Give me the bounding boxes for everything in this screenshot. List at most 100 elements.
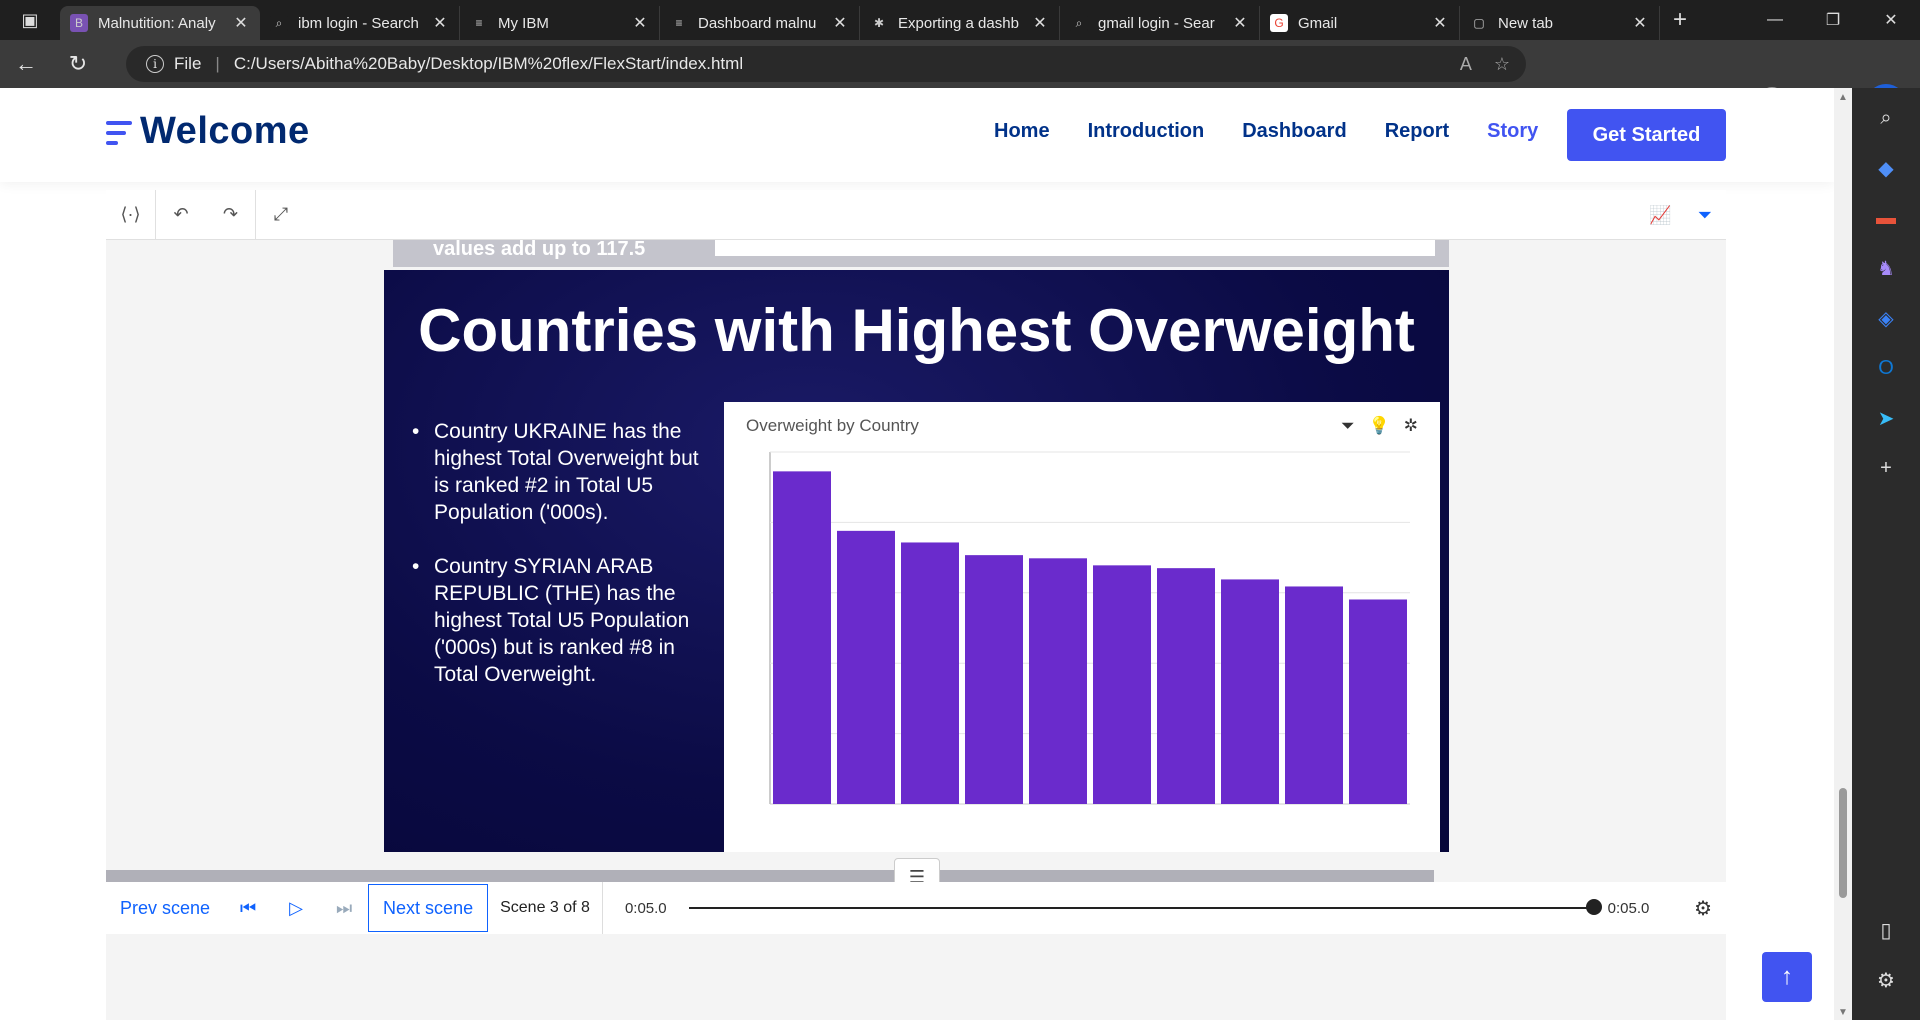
- tab-strip: B Malnutition: Analy ✕ ⌕ ibm login - Search ✕…: [60, 0, 1660, 40]
- page-scrollbar[interactable]: ▲ ▼: [1834, 88, 1852, 1020]
- tab-actions-icon[interactable]: ▣: [21, 9, 39, 30]
- refresh-icon[interactable]: ↻: [68, 51, 88, 76]
- player-settings-icon[interactable]: ⚙: [1694, 898, 1712, 920]
- chart-bar[interactable]: [1285, 586, 1343, 804]
- tab-title: gmail login - Sear: [1098, 14, 1215, 32]
- undo-icon[interactable]: ↶: [173, 204, 189, 224]
- tools-briefcase-icon[interactable]: ▬: [1876, 206, 1896, 229]
- add-sidebar-app-icon[interactable]: +: [1880, 456, 1892, 479]
- info-icon[interactable]: i: [146, 55, 164, 73]
- chart-insight-bulb-icon[interactable]: 💡: [1368, 416, 1390, 435]
- scene-slide: Countries with Highest Overweight Countr…: [384, 270, 1449, 852]
- search-icon[interactable]: ⌕: [1880, 106, 1892, 129]
- new-tab-button[interactable]: +: [1672, 6, 1687, 33]
- sidebar-layout-icon[interactable]: ▯: [1880, 919, 1892, 942]
- tab-close-icon[interactable]: ✕: [833, 15, 847, 32]
- skip-back-icon[interactable]: ⏮: [239, 897, 257, 918]
- tab-close-icon[interactable]: ✕: [1033, 15, 1047, 32]
- previous-scene-text: values add up to 117.5: [433, 240, 646, 260]
- chart-bar[interactable]: [837, 530, 895, 804]
- scroll-thumb[interactable]: [1839, 788, 1847, 898]
- insights-icon[interactable]: 📈: [1649, 204, 1672, 225]
- nav-dashboard[interactable]: Dashboard: [1242, 120, 1347, 142]
- address-url: C:/Users/Abitha%20Baby/Desktop/IBM%20fle…: [233, 54, 744, 73]
- send-icon[interactable]: ➤: [1877, 407, 1895, 430]
- story-toolbar: ⟨·⟩ ↶ ↷ ⤢ 📈 ⏷: [106, 189, 1726, 240]
- nav-home[interactable]: Home: [994, 120, 1050, 142]
- chart-filter-icon[interactable]: ⏷: [1340, 416, 1355, 435]
- filter-icon[interactable]: ⏷: [1697, 204, 1712, 225]
- chart-bar[interactable]: [1157, 568, 1215, 804]
- scene-canvas: values add up to 117.5 Countries with Hi…: [106, 240, 1726, 870]
- tab-close-icon[interactable]: ✕: [433, 15, 447, 32]
- browser-tab[interactable]: ✱ Exporting a dashb ✕: [860, 6, 1060, 40]
- back-arrow-icon[interactable]: ←: [15, 51, 37, 76]
- chart-title: Overweight by Country: [746, 416, 919, 435]
- chart-bar[interactable]: [1029, 558, 1087, 804]
- fullscreen-icon[interactable]: ⤢: [273, 204, 289, 224]
- tab-close-icon[interactable]: ✕: [1433, 15, 1447, 32]
- tab-close-icon[interactable]: ✕: [1233, 15, 1247, 32]
- tab-title: Dashboard malnu: [698, 14, 817, 32]
- scroll-down-icon[interactable]: ▼: [1838, 1007, 1848, 1018]
- scene-counter: Scene 3 of 8: [488, 882, 603, 934]
- tab-favicon-icon: ≡: [470, 14, 488, 32]
- copilot-icon[interactable]: ◈: [1878, 307, 1894, 330]
- browser-tab[interactable]: G Gmail ✕: [1260, 6, 1460, 40]
- back-to-top-button[interactable]: ↑: [1762, 952, 1812, 1002]
- chart-settings-icon[interactable]: ✲: [1403, 416, 1418, 435]
- close-window-icon[interactable]: ✕: [1884, 12, 1898, 29]
- minimize-icon[interactable]: —: [1767, 11, 1783, 28]
- bullet-item: Country SYRIAN ARAB REPUBLIC (THE) has t…: [412, 553, 712, 688]
- chart-bar[interactable]: [901, 542, 959, 804]
- site-header: Welcome Home Introduction Dashboard Repo…: [0, 88, 1834, 182]
- outlook-icon[interactable]: O: [1878, 356, 1894, 379]
- browser-tab[interactable]: ≡ Dashboard malnu ✕: [660, 6, 860, 40]
- skip-forward-icon[interactable]: ⏭: [335, 897, 353, 918]
- logo-text: Welcome: [140, 110, 310, 152]
- horizontal-scrollbar[interactable]: [106, 870, 1434, 882]
- get-started-button[interactable]: Get Started: [1567, 109, 1726, 161]
- share-icon[interactable]: ⟨·⟩: [106, 189, 156, 240]
- chart-card[interactable]: Overweight by Country ⏷ 💡 ✲: [724, 402, 1440, 852]
- prev-scene-button[interactable]: Prev scene: [120, 897, 211, 918]
- read-aloud-icon[interactable]: A: [1459, 53, 1472, 74]
- tab-close-icon[interactable]: ✕: [1633, 15, 1647, 32]
- nav-introduction[interactable]: Introduction: [1087, 120, 1205, 142]
- browser-tab[interactable]: ⌕ ibm login - Search ✕: [260, 6, 460, 40]
- shopping-tag-icon[interactable]: ◆: [1878, 157, 1894, 180]
- games-icon[interactable]: ♞: [1877, 257, 1895, 280]
- redo-icon[interactable]: ↷: [206, 189, 256, 240]
- bar-chart[interactable]: [724, 402, 1440, 852]
- browser-tab[interactable]: ⌕ gmail login - Sear ✕: [1060, 6, 1260, 40]
- scroll-up-icon[interactable]: ▲: [1838, 92, 1848, 103]
- tab-close-icon[interactable]: ✕: [234, 15, 248, 32]
- chart-bar[interactable]: [1349, 599, 1407, 804]
- time-end: 0:05.0: [1607, 899, 1650, 917]
- slide-bullets: Country UKRAINE has the highest Total Ov…: [412, 418, 712, 715]
- play-icon[interactable]: ▷: [289, 897, 303, 918]
- site-nav: Home Introduction Dashboard Report Story: [994, 120, 1538, 143]
- next-scene-button[interactable]: Next scene: [368, 884, 489, 932]
- nav-story[interactable]: Story: [1487, 120, 1539, 142]
- browser-tab[interactable]: ▢ New tab ✕: [1460, 6, 1660, 40]
- address-input[interactable]: i File | C:/Users/Abitha%20Baby/Desktop/…: [126, 46, 1526, 82]
- browser-tab[interactable]: B Malnutition: Analy ✕: [60, 6, 260, 40]
- timeline-slider[interactable]: [688, 899, 1602, 915]
- chart-bar[interactable]: [773, 471, 831, 804]
- browser-tab[interactable]: ≡ My IBM ✕: [460, 6, 660, 40]
- chart-bar[interactable]: [965, 555, 1023, 804]
- settings-gear-icon[interactable]: ⚙: [1877, 969, 1895, 992]
- tab-title: ibm login - Search: [298, 14, 419, 32]
- favorite-star-icon[interactable]: ☆: [1493, 53, 1510, 74]
- nav-report[interactable]: Report: [1384, 120, 1450, 142]
- timeline-knob[interactable]: [1585, 899, 1602, 915]
- restore-icon[interactable]: ❐: [1825, 12, 1841, 29]
- bullet-item: Country UKRAINE has the highest Total Ov…: [412, 418, 712, 526]
- chart-toolbar: ⏷ 💡 ✲: [1341, 416, 1418, 436]
- chart-bar[interactable]: [1093, 565, 1151, 804]
- site-logo[interactable]: Welcome: [106, 110, 310, 153]
- chart-bar[interactable]: [1221, 579, 1279, 804]
- tab-close-icon[interactable]: ✕: [633, 15, 647, 32]
- browser-tab-bar: ▣ B Malnutition: Analy ✕ ⌕ ibm login - Searc…: [0, 0, 1920, 40]
